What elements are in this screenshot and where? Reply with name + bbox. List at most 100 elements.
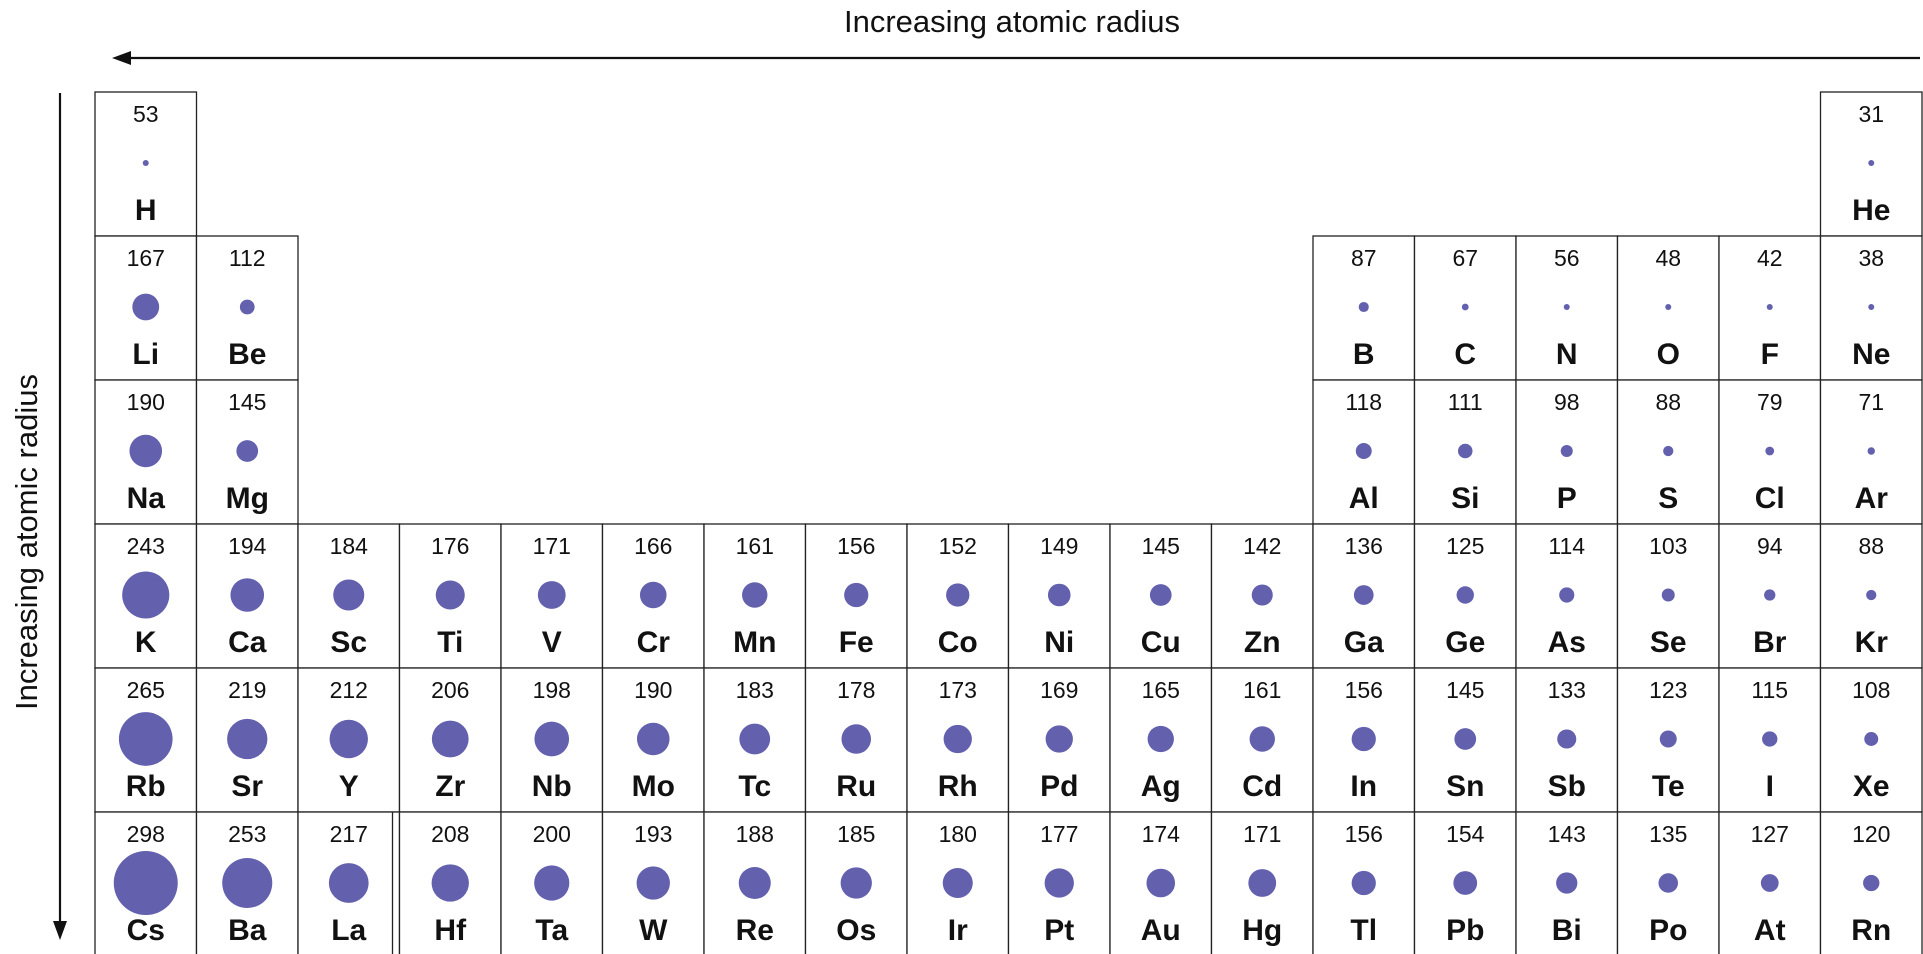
element-symbol: Tl	[1350, 914, 1377, 947]
atomic-radius-value: 71	[1858, 389, 1884, 415]
element-cell-ge: 125 Ge	[1413, 523, 1517, 669]
atom-circle	[1868, 304, 1875, 310]
element-symbol: S	[1658, 482, 1678, 515]
atom-circle	[1453, 871, 1478, 895]
atom-circle	[841, 724, 872, 754]
element-symbol: Sn	[1446, 770, 1484, 803]
element-cell-as: 114 As	[1515, 523, 1619, 669]
element-cell-la: 217 La	[297, 811, 401, 954]
element-symbol: Cr	[637, 626, 671, 659]
atom-circle	[1864, 732, 1879, 746]
atom-circle	[113, 851, 178, 915]
element-symbol: Ga	[1344, 626, 1384, 659]
atomic-radius-value: 154	[1446, 821, 1485, 847]
atom-circle	[1557, 729, 1577, 749]
element-cell-ca: 194 Ca	[195, 523, 299, 669]
atomic-radius-value: 208	[431, 821, 469, 847]
element-symbol: Sb	[1548, 770, 1586, 803]
element-cell-sn: 145 Sn	[1413, 667, 1517, 813]
element-symbol: Rn	[1851, 914, 1891, 947]
element-symbol: Li	[132, 338, 159, 371]
element-symbol: Bi	[1552, 914, 1582, 947]
atom-circle	[328, 863, 369, 903]
atom-circle	[1351, 870, 1376, 896]
element-symbol: Si	[1451, 482, 1479, 515]
element-cell-s: 88 S	[1616, 379, 1720, 525]
atom-circle	[431, 864, 469, 902]
element-symbol: Se	[1650, 626, 1687, 659]
atomic-radius-value: 145	[1446, 677, 1484, 703]
atom-circle	[739, 723, 771, 755]
element-symbol: Co	[938, 626, 978, 659]
atomic-radius-value: 265	[127, 677, 165, 703]
atomic-radius-value: 56	[1554, 245, 1580, 271]
element-cell-cu: 145 Cu	[1109, 523, 1213, 669]
atom-circle	[236, 440, 259, 462]
element-cell-tl: 156 Tl	[1312, 811, 1416, 954]
atomic-radius-value: 127	[1751, 821, 1789, 847]
element-symbol: Re	[736, 914, 774, 947]
element-symbol: W	[639, 914, 668, 947]
atom-circle	[1659, 730, 1677, 748]
atomic-radius-value: 111	[1448, 389, 1483, 415]
atomic-radius-value: 188	[736, 821, 774, 847]
atom-circle	[1457, 443, 1473, 459]
element-cell-be: 112 Be	[195, 235, 299, 381]
element-cell-ag: 165 Ag	[1109, 667, 1213, 813]
atom-circle	[1044, 868, 1074, 898]
atom-circle	[1762, 731, 1778, 747]
atomic-radius-value: 145	[228, 389, 266, 415]
element-cell-w: 193 W	[601, 811, 705, 954]
atom-circle	[738, 866, 771, 900]
element-cell-se: 103 Se	[1616, 523, 1720, 669]
element-cell-v: 171 V	[500, 523, 604, 669]
atom-circle	[239, 299, 255, 315]
atomic-radius-value: 171	[533, 533, 571, 559]
element-cell-cl: 79 Cl	[1718, 379, 1822, 525]
atom-circle	[1556, 872, 1578, 894]
atomic-radius-value: 166	[634, 533, 672, 559]
element-cell-re: 188 Re	[703, 811, 807, 954]
element-cell-fe: 156 Fe	[804, 523, 908, 669]
atomic-radius-value: 152	[939, 533, 977, 559]
element-cell-po: 135 Po	[1616, 811, 1720, 954]
element-cell-ne: 38 Ne	[1819, 235, 1923, 381]
atom-circle	[636, 722, 670, 756]
atom-circle	[1351, 726, 1376, 752]
atom-circle	[1868, 160, 1875, 166]
atom-circle	[118, 712, 173, 766]
atomic-radius-value: 180	[939, 821, 977, 847]
atomic-radius-value: 219	[228, 677, 266, 703]
element-symbol: K	[135, 626, 157, 659]
atom-circle	[636, 866, 670, 900]
element-cell-kr: 88 Kr	[1819, 523, 1923, 669]
element-symbol: Nb	[532, 770, 572, 803]
element-cell-mo: 190 Mo	[601, 667, 705, 813]
element-cell-ti: 176 Ti	[398, 523, 502, 669]
element-symbol: Ge	[1445, 626, 1485, 659]
atomic-radius-value: 194	[228, 533, 267, 559]
atomic-radius-value: 133	[1548, 677, 1586, 703]
element-symbol: As	[1548, 626, 1586, 659]
element-cell-k: 243 K	[94, 523, 198, 669]
element-cell-ir: 180 Ir	[906, 811, 1010, 954]
atom-circle	[1766, 304, 1773, 310]
element-symbol: C	[1454, 338, 1476, 371]
atom-circle	[122, 571, 170, 619]
atomic-radius-value: 217	[330, 821, 368, 847]
atomic-radius-value: 212	[330, 677, 368, 703]
element-symbol: Cd	[1242, 770, 1282, 803]
element-symbol: Cl	[1755, 482, 1785, 515]
element-symbol: Tc	[738, 770, 771, 803]
atom-circle	[1559, 587, 1575, 603]
atomic-radius-value: 156	[837, 533, 875, 559]
element-cell-bi: 143 Bi	[1515, 811, 1619, 954]
element-cell-sc: 184 Sc	[297, 523, 401, 669]
element-symbol: Y	[339, 770, 359, 803]
atom-circle	[227, 718, 268, 760]
atom-circle	[1658, 873, 1679, 893]
element-cell-ni: 149 Ni	[1007, 523, 1111, 669]
element-symbol: V	[542, 626, 562, 659]
atom-circle	[435, 580, 465, 610]
atom-circle	[840, 867, 872, 899]
